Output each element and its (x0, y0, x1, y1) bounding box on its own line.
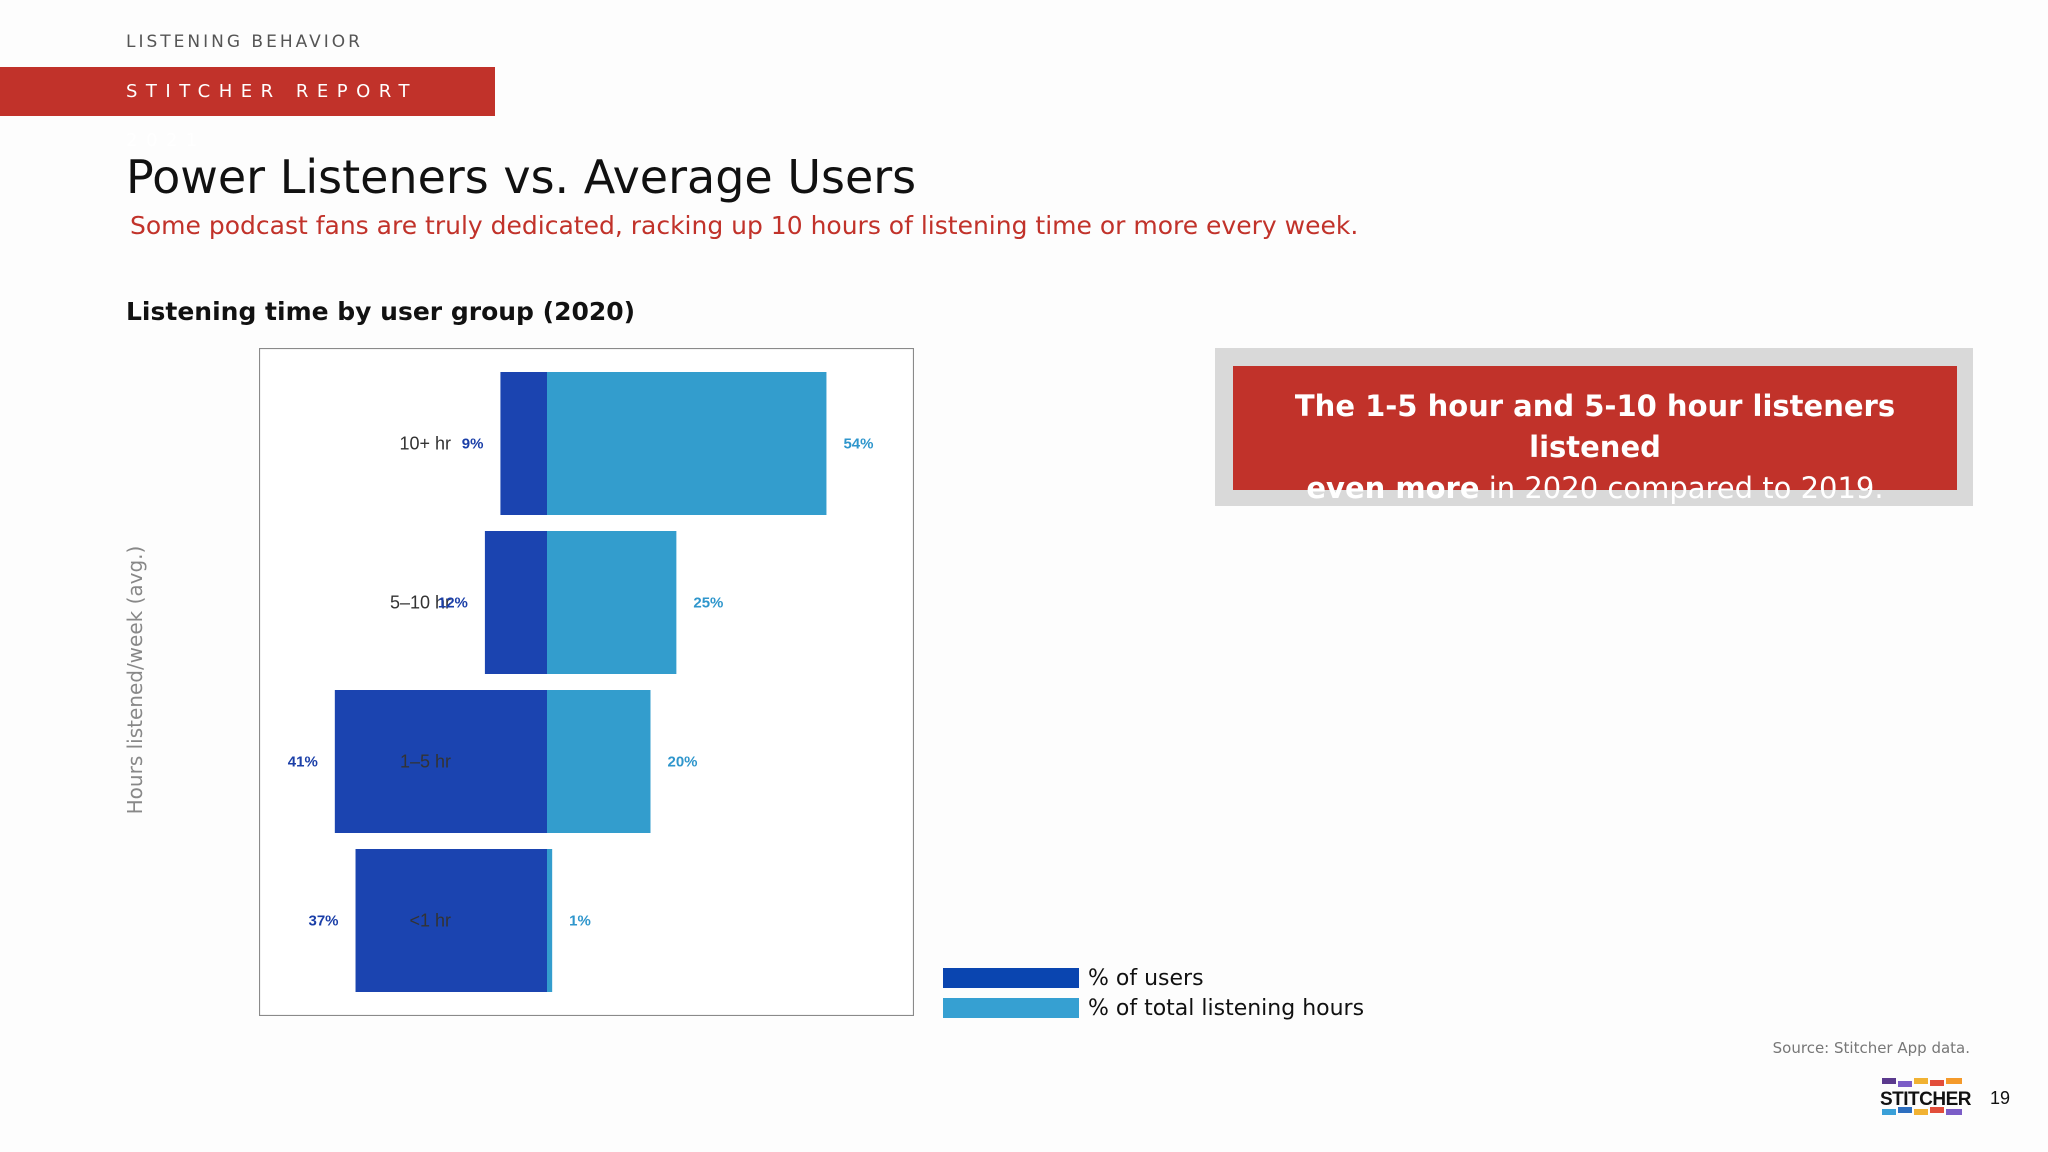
page-number: 19 (1990, 1088, 2011, 1108)
callout-box: The 1-5 hour and 5-10 hour listeners lis… (1215, 348, 1973, 506)
legend-label-hours: % of total listening hours (1088, 995, 1365, 1021)
data-label-hours-1-5-hr: 20% (668, 754, 698, 771)
bar-hours-1-hr (547, 849, 553, 992)
y-axis-label: Hours listened/week (avg.) (123, 545, 147, 815)
bar-hours-1-5-hr (547, 690, 651, 833)
section-label: LISTENING BEHAVIOR (126, 32, 363, 52)
legend-label-users: % of users (1088, 965, 1204, 991)
data-label-users-5-10-hr: 12% (438, 595, 468, 612)
bar-hours-5-10-hr (547, 531, 677, 674)
callout-line2-bold: even more (1306, 471, 1480, 505)
category-label-1-hr: <1 hr (409, 911, 451, 931)
logo-wordmark: STITCHER (1880, 1089, 1972, 1110)
data-label-users-1-hr: 37% (308, 913, 338, 930)
data-label-users-10-hr: 9% (462, 436, 484, 453)
source-note: Source: Stitcher App data. (1772, 1039, 1970, 1057)
callout-line2-rest: in 2020 compared to 2019. (1479, 471, 1884, 505)
chart-title: Listening time by user group (2020) (126, 297, 636, 326)
page-subtitle: Some podcast fans are truly dedicated, r… (130, 211, 1359, 240)
bar-hours-10-hr (547, 372, 827, 515)
data-label-hours-10-hr: 54% (843, 436, 873, 453)
data-label-hours-1-hr: 1% (569, 913, 591, 930)
legend-swatch-hours (943, 998, 1079, 1018)
logo-bars-icon (1882, 1078, 1962, 1115)
category-label-1-5-hr: 1–5 hr (400, 752, 451, 772)
callout-text: The 1-5 hour and 5-10 hour listeners lis… (1233, 366, 1957, 505)
category-label-10-hr: 10+ hr (399, 434, 451, 454)
legend-item-users: % of users (943, 963, 1364, 993)
callout-line1: The 1-5 hour and 5-10 hour listeners lis… (1294, 389, 1896, 464)
page-title: Power Listeners vs. Average Users (126, 150, 917, 204)
data-label-users-1-5-hr: 41% (288, 754, 318, 771)
bar-users-10-hr (500, 372, 547, 515)
category-label-5-10-hr: 5–10 hr (390, 593, 451, 613)
bar-users-5-10-hr (484, 531, 547, 674)
legend-swatch-users (943, 968, 1079, 988)
legend-item-hours: % of total listening hours (943, 993, 1364, 1023)
bar-users-1-hr (355, 849, 547, 992)
chart-legend: % of users % of total listening hours (943, 963, 1364, 1023)
bar-users-1-5-hr (334, 690, 547, 833)
data-label-hours-5-10-hr: 25% (693, 595, 723, 612)
report-banner: STITCHER REPORT 2021 (0, 67, 495, 151)
stitcher-logo: STITCHER (1880, 1078, 1972, 1121)
